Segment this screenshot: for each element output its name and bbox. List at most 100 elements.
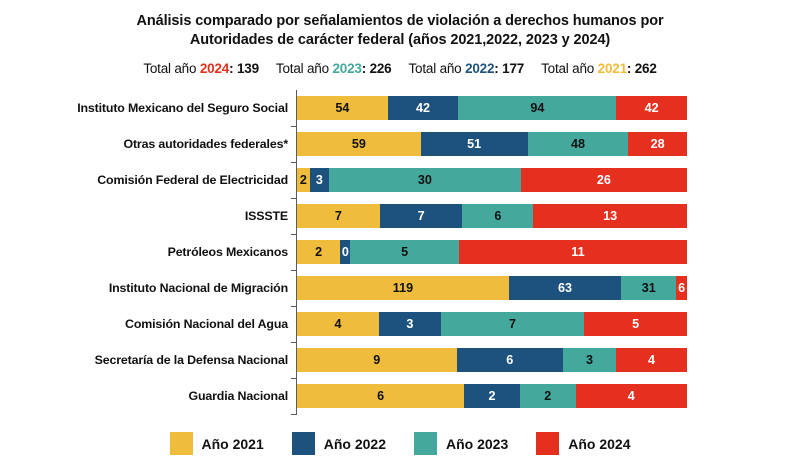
bar-segment[interactable]: 2 [464, 384, 520, 408]
category-label: Instituto Nacional de Migración [108, 281, 288, 295]
bar-segment[interactable]: 6 [297, 384, 465, 408]
bar-segment[interactable]: 26 [520, 168, 687, 192]
total-count: 226 [369, 61, 392, 76]
bar-segment[interactable]: 94 [458, 96, 617, 120]
axis-tick [291, 413, 297, 415]
total-label: Total año [541, 61, 595, 76]
bar-segment[interactable]: 42 [387, 96, 459, 120]
legend-swatch-icon [169, 432, 193, 455]
legend-item[interactable]: Año 2024 [536, 432, 631, 455]
bar-segment[interactable]: 51 [420, 132, 528, 156]
category-label: Instituto Mexicano del Seguro Social [77, 101, 288, 115]
bar-row: Otras autoridades federales* 59 51 48 28 [123, 126, 687, 163]
chart-title-line-2: Autoridades de carácter federal (años 20… [189, 32, 611, 48]
legend-item[interactable]: Año 2022 [291, 432, 386, 455]
axis-tick [291, 377, 297, 379]
stacked-bar[interactable]: 2 3 30 26 [297, 168, 687, 192]
legend-item[interactable]: Año 2021 [169, 432, 264, 455]
total-year-value: 2021 [597, 61, 627, 76]
bar-row: Comisión Nacional del Agua 4 3 7 5 [125, 306, 687, 343]
legend-swatch-icon [414, 432, 437, 455]
bar-segment[interactable]: 2 [297, 168, 310, 192]
bar-segment[interactable]: 9 [297, 348, 457, 372]
chart-legend: Año 2021 Año 2022 Año 2023 Año 2024 [0, 432, 800, 455]
bar-row: Instituto Nacional de Migración 119 63 31 6 [109, 270, 687, 307]
category-label: Secretaría de la Defensa Nacional [94, 353, 289, 367]
legend-label: Año 2023 [446, 435, 509, 452]
bar-rows: Instituto Mexicano del Seguro Social 54 42… [77, 90, 687, 415]
category-label: Otras autoridades federales* [123, 137, 288, 151]
legend-label: Año 2022 [323, 435, 386, 452]
legend-label: Año 2021 [201, 435, 264, 452]
legend-item[interactable]: Año 2023 [414, 432, 508, 455]
bar-row: ISSSTE 7 7 6 13 [245, 198, 687, 235]
total-year-2022: Total año 2022: 177 [408, 61, 525, 76]
bar-segment[interactable]: 6 [456, 348, 563, 372]
stacked-bar[interactable]: 119 63 31 6 [297, 276, 687, 300]
bar-segment[interactable]: 6 [676, 276, 687, 300]
bar-segment[interactable]: 54 [297, 96, 388, 120]
bar-row: Guardia Nacional 6 2 2 4 [188, 378, 687, 415]
bar-segment[interactable]: 7 [297, 204, 380, 228]
total-label: Total año [408, 61, 462, 76]
bar-segment[interactable]: 63 [508, 276, 622, 300]
stacked-bar[interactable]: 7 7 6 13 [297, 204, 687, 228]
bar-segment[interactable]: 4 [575, 384, 687, 408]
legend-swatch-icon [291, 432, 315, 455]
category-label: Petróleos Mexicanos [167, 245, 289, 259]
total-label: Total año [143, 61, 197, 76]
bar-segment[interactable]: 3 [309, 168, 329, 192]
bar-segment[interactable]: 5 [350, 240, 459, 264]
bar-segment[interactable]: 28 [628, 132, 687, 156]
total-label: Total año [275, 61, 329, 76]
total-year-2021: Total año 2021: 262 [541, 61, 657, 76]
bar-row: Comisión Federal de Electricidad 2 3 30 26 [97, 162, 687, 199]
bar-segment[interactable]: 119 [297, 276, 509, 300]
category-label: Comisión Federal de Electricidad [97, 173, 288, 187]
bar-segment[interactable]: 5 [584, 312, 687, 336]
chart-title-line-1: Análisis comparado por señalamientos de … [136, 13, 664, 29]
bar-segment[interactable]: 3 [379, 312, 441, 336]
bar-row: Instituto Mexicano del Seguro Social 54 42… [77, 90, 687, 127]
total-count: 262 [634, 61, 657, 76]
bar-segment[interactable]: 0 [340, 240, 351, 264]
stacked-bar[interactable]: 59 51 48 28 [297, 132, 687, 156]
bar-segment[interactable]: 11 [458, 240, 687, 264]
axis-tick [291, 125, 297, 127]
bar-segment[interactable]: 2 [297, 240, 341, 264]
chart-title: Análisis comparado por señalamientos de … [0, 0, 800, 50]
axis-tick [291, 305, 297, 307]
axis-tick [291, 269, 297, 271]
total-year-2024: Total año 2024: 139 [143, 61, 259, 76]
totals-summary: Total año 2024: 139 Total año 2023: 226 To… [0, 61, 800, 76]
total-year-value: 2024 [199, 61, 230, 76]
total-count: 139 [236, 61, 259, 76]
bar-segment[interactable]: 7 [440, 312, 585, 336]
bar-segment[interactable]: 30 [328, 168, 521, 192]
bar-segment[interactable]: 7 [379, 204, 463, 228]
bar-segment[interactable]: 2 [519, 384, 576, 408]
bar-segment[interactable]: 42 [616, 96, 687, 120]
bar-segment[interactable]: 6 [462, 204, 534, 228]
stacked-bar[interactable]: 54 42 94 42 [297, 96, 687, 120]
total-year-2023: Total año 2023: 226 [275, 61, 392, 76]
legend-label: Año 2024 [568, 435, 631, 452]
bar-segment[interactable]: 31 [621, 276, 677, 300]
axis-tick [291, 197, 297, 199]
bar-segment[interactable]: 48 [527, 132, 629, 156]
bar-segment[interactable]: 4 [297, 312, 380, 336]
total-year-value: 2023 [332, 61, 362, 76]
bar-segment[interactable]: 3 [562, 348, 617, 372]
bar-segment[interactable]: 59 [297, 132, 421, 156]
stacked-bar[interactable]: 2 0 5 11 [297, 240, 687, 264]
bar-segment[interactable]: 13 [533, 204, 687, 228]
total-count: 177 [502, 61, 525, 76]
category-label: Guardia Nacional [188, 389, 288, 403]
axis-tick [291, 233, 297, 235]
bar-segment[interactable]: 4 [616, 348, 687, 372]
total-year-value: 2022 [465, 61, 495, 76]
